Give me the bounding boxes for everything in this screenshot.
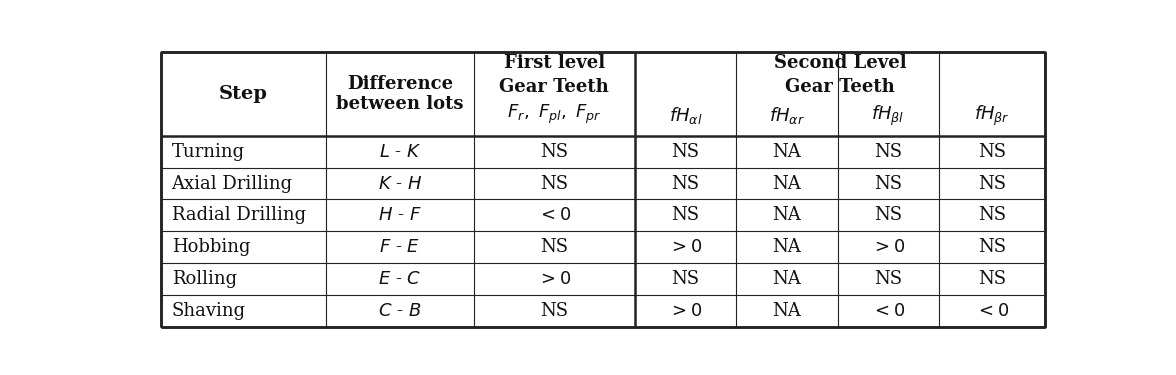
Text: NS: NS (540, 174, 568, 192)
Text: $E$ - $C$: $E$ - $C$ (379, 270, 422, 288)
Text: NA: NA (773, 206, 801, 224)
Text: Radial Drilling: Radial Drilling (172, 206, 306, 224)
Text: Shaving: Shaving (172, 302, 246, 320)
Text: $> 0$: $> 0$ (668, 238, 703, 256)
Text: NA: NA (773, 174, 801, 192)
Text: Rolling: Rolling (172, 270, 236, 288)
Text: NS: NS (540, 238, 568, 256)
Text: NA: NA (773, 270, 801, 288)
Text: Second Level
Gear Teeth: Second Level Gear Teeth (774, 54, 907, 96)
Text: $> 0$: $> 0$ (668, 302, 703, 320)
Text: NS: NS (977, 143, 1005, 161)
Text: NS: NS (977, 206, 1005, 224)
Text: $> 0$: $> 0$ (537, 270, 572, 288)
Text: NA: NA (773, 143, 801, 161)
Text: $fH_{\beta r}$: $fH_{\beta r}$ (974, 104, 1010, 128)
Text: First level
Gear Teeth: First level Gear Teeth (500, 54, 609, 96)
Text: Hobbing: Hobbing (172, 238, 250, 256)
Text: NS: NS (671, 174, 700, 192)
Text: NA: NA (773, 302, 801, 320)
Text: Difference
between lots: Difference between lots (336, 75, 463, 114)
Text: $L$ - $K$: $L$ - $K$ (379, 143, 421, 161)
Text: $K$ - $H$: $K$ - $H$ (377, 174, 422, 192)
Text: NS: NS (874, 143, 902, 161)
Text: $> 0$: $> 0$ (871, 238, 906, 256)
Text: NS: NS (540, 143, 568, 161)
Text: NA: NA (773, 238, 801, 256)
Text: $H$ - $F$: $H$ - $F$ (379, 206, 422, 224)
Text: NS: NS (540, 302, 568, 320)
Text: Turning: Turning (172, 143, 245, 161)
Text: NS: NS (874, 174, 902, 192)
Text: $< 0$: $< 0$ (537, 206, 572, 224)
Text: $fH_{\alpha l}$: $fH_{\alpha l}$ (669, 105, 702, 126)
Text: NS: NS (671, 270, 700, 288)
Text: Axial Drilling: Axial Drilling (172, 174, 293, 192)
Text: NS: NS (874, 270, 902, 288)
Text: $fH_{\beta l}$: $fH_{\beta l}$ (871, 104, 904, 128)
Text: NS: NS (977, 174, 1005, 192)
Text: $C$ - $B$: $C$ - $B$ (379, 302, 422, 320)
Text: $F_r,\ F_{pl},\ F_{pr}$: $F_r,\ F_{pl},\ F_{pr}$ (507, 102, 602, 126)
Text: NS: NS (671, 206, 700, 224)
Text: $< 0$: $< 0$ (871, 302, 906, 320)
Text: $fH_{\alpha r}$: $fH_{\alpha r}$ (769, 105, 804, 126)
Text: Step: Step (219, 85, 268, 103)
Text: NS: NS (874, 206, 902, 224)
Text: NS: NS (977, 270, 1005, 288)
Text: NS: NS (671, 143, 700, 161)
Text: NS: NS (977, 238, 1005, 256)
Text: $F$ - $E$: $F$ - $E$ (380, 238, 421, 256)
Text: $< 0$: $< 0$ (975, 302, 1009, 320)
